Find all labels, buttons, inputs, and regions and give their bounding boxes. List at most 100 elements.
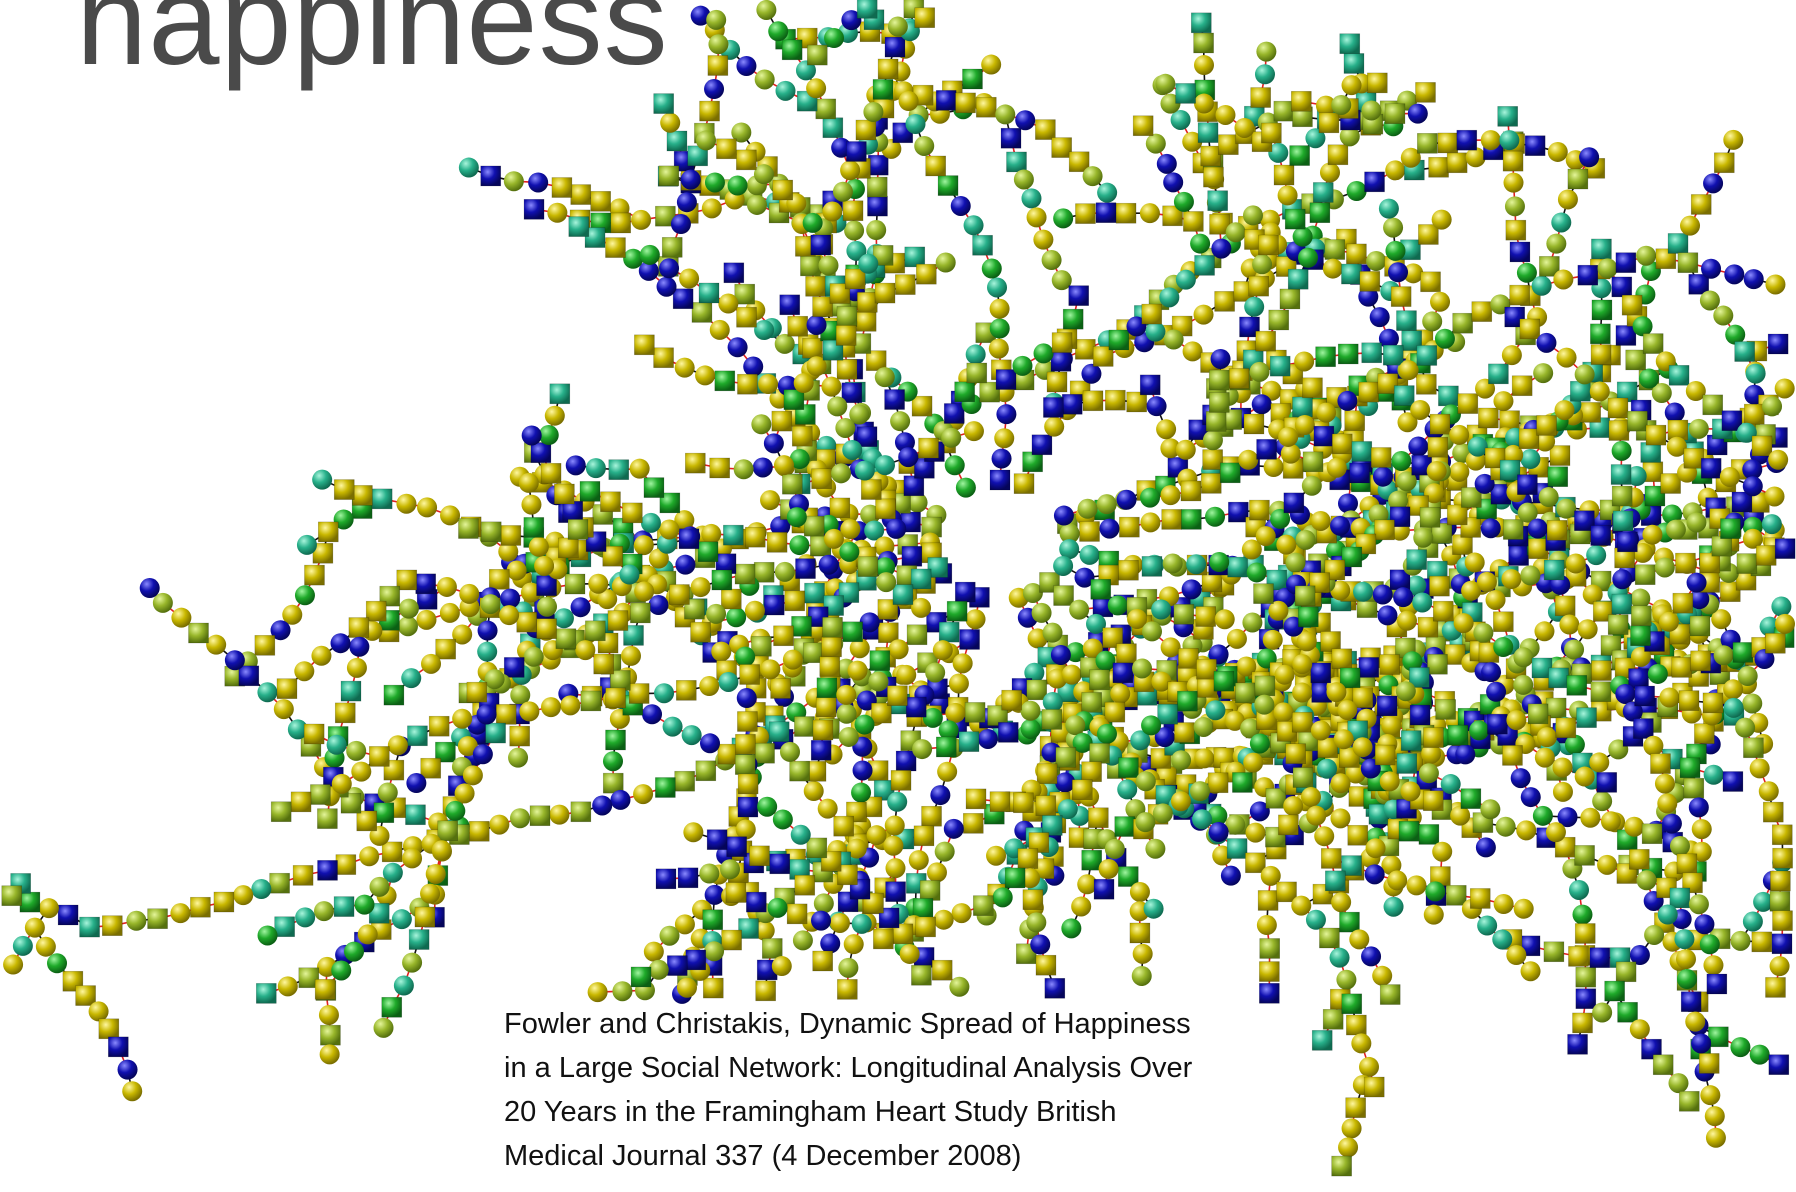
node — [381, 996, 403, 1018]
node — [987, 705, 1008, 726]
node — [1086, 613, 1107, 634]
node — [1068, 285, 1090, 306]
node — [171, 607, 192, 628]
node — [839, 541, 860, 562]
node — [1289, 145, 1310, 166]
node — [965, 609, 986, 630]
node — [888, 639, 909, 660]
node — [35, 936, 56, 957]
node — [340, 680, 362, 702]
node — [1291, 90, 1312, 112]
node — [1071, 896, 1092, 917]
node — [913, 825, 935, 847]
node — [269, 872, 290, 894]
node — [904, 246, 926, 268]
node — [653, 347, 674, 369]
node — [122, 1081, 143, 1102]
node — [925, 155, 946, 177]
node — [849, 404, 870, 425]
node — [452, 624, 473, 645]
node — [420, 757, 442, 779]
node — [19, 891, 41, 913]
node — [812, 719, 834, 741]
node — [290, 791, 312, 813]
node — [462, 765, 483, 786]
node — [818, 554, 839, 575]
node — [1183, 211, 1204, 232]
node — [863, 101, 884, 122]
node — [747, 194, 768, 215]
node — [938, 720, 959, 741]
node — [600, 491, 621, 513]
node — [1547, 141, 1568, 162]
node — [995, 369, 1017, 390]
node — [1110, 683, 1131, 704]
node — [792, 930, 813, 951]
node — [1193, 304, 1214, 325]
node — [876, 572, 897, 593]
node — [311, 645, 332, 666]
node — [57, 904, 79, 926]
node — [677, 867, 699, 889]
node — [835, 417, 856, 438]
node — [955, 92, 976, 114]
node — [935, 252, 956, 273]
node — [1418, 224, 1439, 245]
node — [1053, 585, 1074, 606]
node — [1131, 965, 1152, 986]
node — [727, 175, 748, 196]
node — [1346, 243, 1367, 265]
node — [945, 702, 966, 723]
node — [753, 561, 775, 583]
node — [922, 707, 943, 728]
node — [310, 784, 331, 805]
node — [844, 220, 865, 241]
node — [435, 638, 456, 660]
node — [659, 925, 680, 946]
node — [1381, 715, 1402, 736]
node — [1096, 723, 1117, 744]
node — [895, 750, 917, 772]
node — [783, 389, 805, 410]
node — [946, 600, 968, 622]
node — [851, 913, 872, 934]
node — [805, 276, 826, 297]
node — [736, 149, 757, 171]
node — [1089, 669, 1110, 691]
node — [1277, 185, 1298, 206]
node — [1254, 64, 1275, 85]
node — [701, 198, 722, 219]
node — [1336, 969, 1357, 990]
node — [770, 516, 791, 537]
node — [381, 841, 403, 863]
node — [1033, 343, 1054, 364]
node — [567, 519, 589, 540]
node — [1768, 1054, 1790, 1075]
node — [905, 113, 926, 134]
node — [564, 573, 586, 595]
node — [472, 744, 493, 765]
node — [925, 662, 946, 683]
node — [866, 220, 887, 241]
node — [1400, 147, 1421, 168]
node — [1265, 788, 1287, 809]
node — [965, 788, 987, 810]
node — [1055, 746, 1077, 768]
node — [794, 874, 816, 896]
node — [871, 702, 892, 724]
node — [1225, 814, 1246, 835]
node — [408, 929, 430, 950]
node — [892, 584, 914, 605]
node — [523, 199, 545, 220]
node — [523, 646, 544, 667]
node — [887, 685, 908, 707]
node — [529, 805, 551, 827]
node — [1574, 845, 1595, 866]
node — [738, 918, 759, 939]
node — [806, 314, 827, 335]
node — [739, 664, 760, 685]
node — [498, 541, 519, 562]
node — [981, 258, 1002, 279]
node — [3, 954, 24, 975]
node — [1284, 208, 1306, 230]
